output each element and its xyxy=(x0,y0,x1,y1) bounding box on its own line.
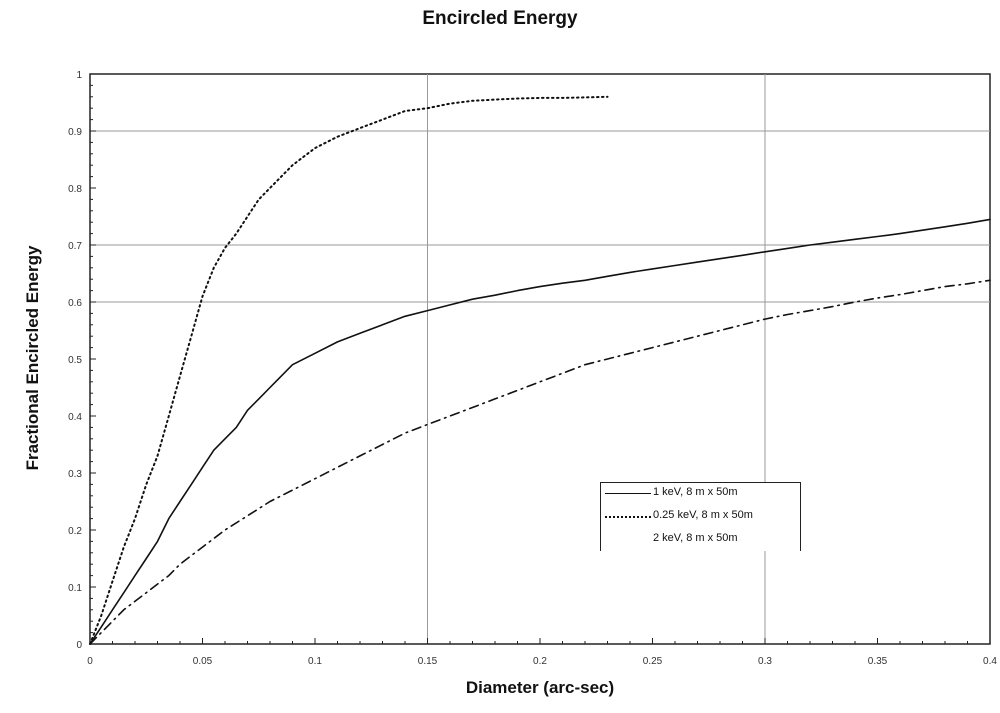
y-tick-label: 0.4 xyxy=(68,412,82,423)
y-tick-label: 0.5 xyxy=(68,355,82,366)
y-tick-label: 0.9 xyxy=(68,127,82,138)
y-tick-label: 0.6 xyxy=(68,298,82,309)
y-axis-label: Fractional Encircled Energy xyxy=(23,245,42,471)
legend-swatch-dash-dot xyxy=(605,539,651,540)
axis-ticks: 0 0.05 0.1 0.15 0.2 0.25 0.3 0.35 0.4 0 0.1 0.2 0.3 0… xyxy=(68,70,997,667)
x-tick-label: 0.2 xyxy=(533,656,547,667)
y-tick-label: 0.2 xyxy=(68,526,82,537)
series-group xyxy=(89,95,991,645)
legend-label: 2 keV, 8 m x 50m xyxy=(653,532,738,544)
x-tick-label: 0.05 xyxy=(193,656,213,667)
legend-item: 1 keV, 8 m x 50m xyxy=(601,484,801,504)
plot-frame xyxy=(89,73,991,645)
series-line-1 xyxy=(89,218,991,645)
x-axis-label: Diameter (arc-sec) xyxy=(465,678,615,697)
legend-item: 2 keV, 8 m x 50m xyxy=(601,530,801,550)
x-tick-label: 0.25 xyxy=(643,656,663,667)
x-tick-label: 0.4 xyxy=(983,656,997,667)
y-tick-label: 0.3 xyxy=(68,469,82,480)
x-tick-label: 0.35 xyxy=(868,656,888,667)
y-tick-label: 1 xyxy=(76,70,82,81)
series-line-2 xyxy=(89,95,609,645)
legend-swatch-dotted xyxy=(605,516,651,518)
series-line-3 xyxy=(89,279,991,645)
y-tick-label: 0 xyxy=(76,640,82,651)
legend: 1 keV, 8 m x 50m 0.25 keV, 8 m x 50m 2 k… xyxy=(600,482,801,551)
y-tick-label: 0.8 xyxy=(68,184,82,195)
grid-lines xyxy=(90,74,990,644)
x-tick-label: 0.3 xyxy=(758,656,772,667)
legend-label: 0.25 keV, 8 m x 50m xyxy=(653,509,753,521)
y-tick-label: 0.1 xyxy=(68,583,82,594)
legend-swatch-solid xyxy=(605,493,651,494)
chart-title: Encircled Energy xyxy=(422,8,578,29)
x-tick-label: 0 xyxy=(87,656,93,667)
legend-item: 0.25 keV, 8 m x 50m xyxy=(601,507,801,527)
x-tick-label: 0.1 xyxy=(308,656,322,667)
x-tick-label: 0.15 xyxy=(418,656,438,667)
legend-label: 1 keV, 8 m x 50m xyxy=(653,486,738,498)
y-tick-label: 0.7 xyxy=(68,241,82,252)
